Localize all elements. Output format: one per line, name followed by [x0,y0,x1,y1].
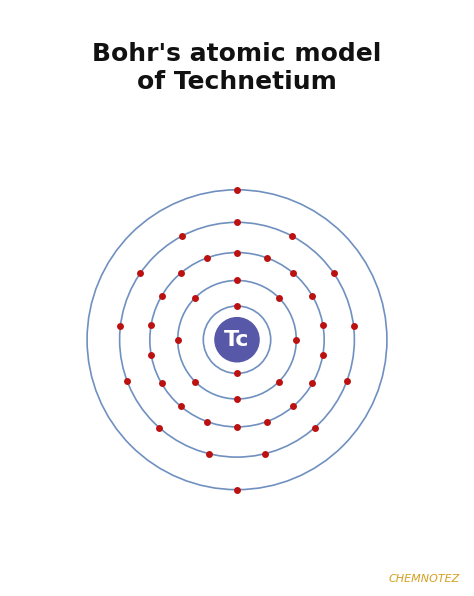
Text: CHEMNOTEZ: CHEMNOTEZ [389,574,460,584]
Circle shape [215,318,259,362]
Text: Tc: Tc [224,330,250,350]
Text: Bohr's atomic model
of Technetium: Bohr's atomic model of Technetium [92,42,382,95]
